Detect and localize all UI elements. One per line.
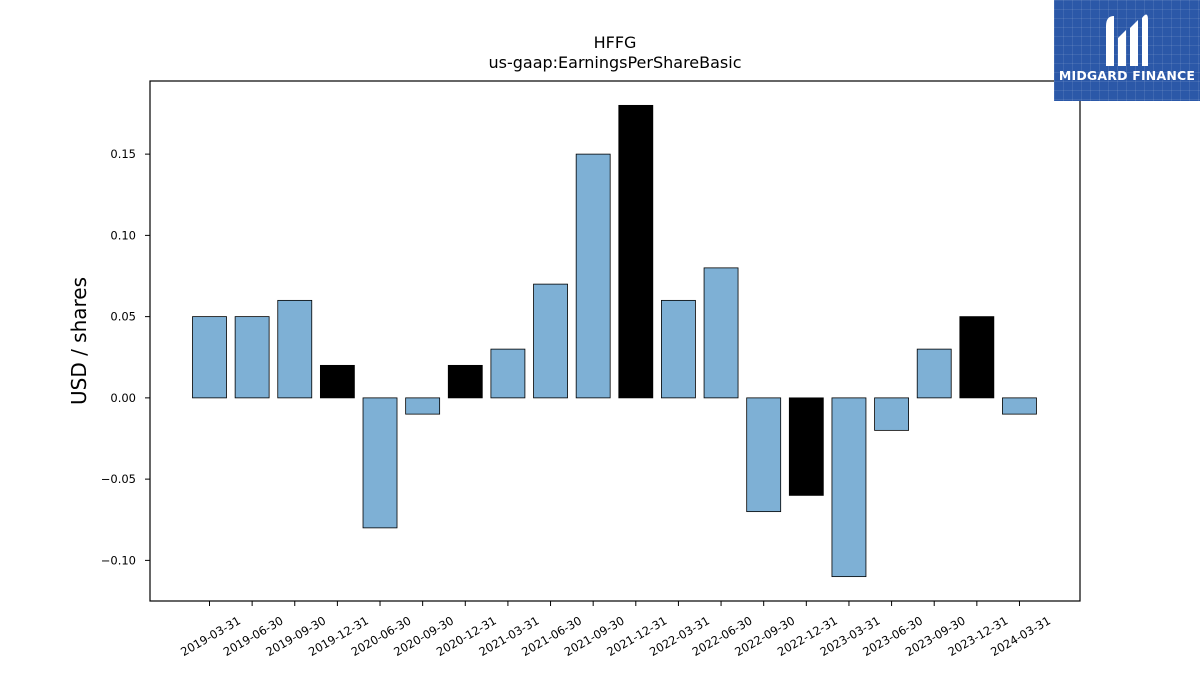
bars-group	[192, 104, 1037, 578]
bar-2022-12-31	[788, 397, 824, 496]
y-axis-label: USD / shares	[67, 277, 91, 405]
bar-2023-09-30	[916, 348, 952, 399]
y-tick-label: 0.15	[110, 147, 136, 161]
chart-title: HFFG	[594, 33, 637, 52]
bar-2022-09-30	[746, 397, 782, 513]
bar-2021-06-30	[533, 283, 568, 399]
brand-logo: MIDGARD FINANCE	[1054, 0, 1200, 101]
bar-2019-12-31	[319, 364, 355, 399]
bar-2019-09-30	[277, 299, 313, 399]
bar-2019-06-30	[234, 316, 270, 399]
x-ticks-group: 2019-03-312019-06-302019-09-302019-12-31…	[178, 601, 1053, 659]
bar-2021-12-31	[618, 104, 654, 399]
plot-frame	[149, 80, 1081, 602]
bar-2020-06-30	[362, 397, 398, 529]
bar-2022-03-31	[661, 299, 696, 399]
y-tick-label: 0.00	[110, 391, 136, 405]
y-tick-label: −0.05	[101, 472, 136, 486]
bar-2023-12-31	[959, 316, 995, 399]
bar-2020-12-31	[447, 364, 483, 399]
midgard-m-logo-icon	[1106, 14, 1148, 66]
bar-2021-09-30	[575, 153, 611, 399]
bar-2023-03-31	[831, 397, 867, 578]
bar-2023-06-30	[874, 397, 909, 431]
y-ticks-group: −0.10 −0.05 0.00 0.05 0.10 0.15	[101, 147, 150, 567]
bar-2024-03-31	[1002, 397, 1037, 415]
y-tick-label: −0.10	[101, 553, 136, 567]
bar-2022-06-30	[703, 267, 739, 399]
bar-2021-03-31	[490, 348, 526, 399]
y-tick-label: 0.05	[110, 310, 136, 324]
brand-name: MIDGARD FINANCE	[1058, 68, 1196, 83]
bar-2020-09-30	[405, 397, 441, 415]
y-tick-label: 0.10	[110, 228, 136, 242]
chart-subtitle: us-gaap:EarningsPerShareBasic	[488, 53, 741, 72]
bar-2019-03-31	[192, 316, 227, 399]
logo-grid-pattern	[1054, 0, 1200, 101]
